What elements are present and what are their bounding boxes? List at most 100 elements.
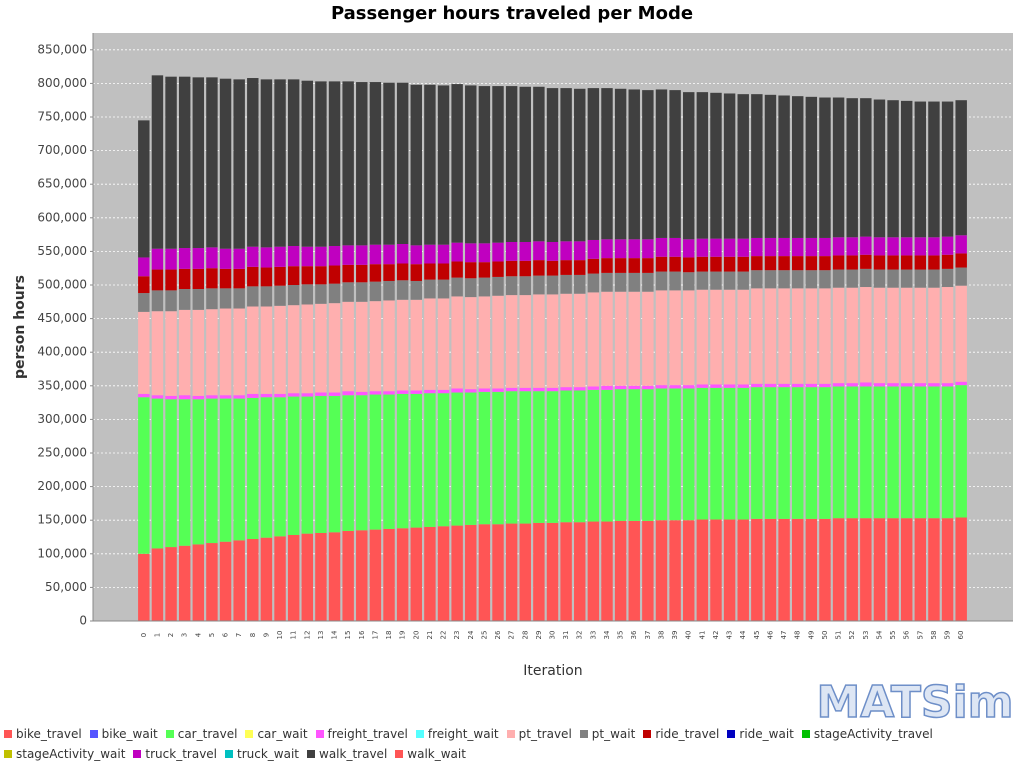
bar-segment: [178, 76, 191, 249]
bar-segment: [846, 269, 858, 288]
bar-segment: [655, 388, 668, 521]
bar-segment: [383, 82, 395, 245]
bar-segment: [492, 261, 504, 277]
bar-segment: [369, 281, 382, 302]
bar-segment: [860, 268, 872, 288]
bar-segment: [396, 390, 409, 394]
x-tick-label: 57: [916, 631, 924, 640]
bar-segment: [941, 236, 954, 255]
bar-segment: [655, 290, 668, 386]
bar-segment: [642, 258, 654, 273]
bar-segment: [451, 261, 463, 278]
legend-item: bike_wait: [89, 727, 158, 741]
x-tick-label: 19: [399, 631, 407, 640]
bar-segment: [560, 522, 572, 621]
bar-segment: [751, 237, 763, 257]
bar-segment: [396, 280, 409, 300]
x-tick-label: 43: [726, 631, 734, 640]
legend-swatch: [506, 730, 515, 738]
bar-segment: [356, 391, 368, 396]
legend-item: truck_wait: [225, 747, 299, 761]
legend-label: stageActivity_travel: [813, 727, 933, 741]
bar-segment: [410, 299, 422, 391]
bar-segment: [206, 288, 218, 310]
x-tick-label: 58: [930, 631, 938, 640]
bar-segment: [151, 548, 164, 621]
bar-segment: [737, 256, 749, 272]
bar-segment: [369, 391, 382, 395]
bar-segment: [805, 518, 818, 621]
bar-segment: [955, 381, 967, 386]
bar-segment: [860, 236, 872, 255]
bar-segment: [751, 270, 763, 289]
bar-segment: [914, 255, 927, 270]
bar-segment: [247, 539, 259, 621]
bar-segment: [138, 276, 150, 294]
bar-segment: [723, 384, 736, 388]
bar-segment: [247, 266, 259, 287]
bar-segment: [928, 101, 940, 238]
x-tick-label: 34: [603, 630, 611, 639]
legend-swatch: [133, 750, 142, 758]
bar-segment: [192, 544, 205, 621]
bar-segment: [614, 291, 627, 386]
x-tick-label: 29: [535, 631, 543, 640]
bar-segment: [546, 275, 559, 295]
y-tick-label: 350,000: [37, 378, 87, 392]
bar-segment: [601, 272, 613, 292]
bar-segment: [928, 287, 940, 384]
bar-segment: [247, 78, 259, 247]
bar-segment: [465, 278, 477, 298]
bar-segment: [914, 237, 927, 256]
bar-segment: [696, 238, 709, 257]
bar-segment: [873, 383, 886, 387]
y-tick-label: 650,000: [37, 177, 87, 191]
bar-segment: [315, 532, 327, 621]
legend-item: walk_travel: [307, 747, 387, 761]
x-tick-label: 56: [903, 630, 911, 639]
bar-segment: [683, 520, 695, 621]
bar-segment: [955, 285, 967, 382]
bar-segment: [846, 383, 858, 387]
x-tick-label: 54: [875, 630, 883, 639]
bar-segment: [383, 394, 395, 529]
bar-segment: [451, 392, 463, 526]
bar-segment: [424, 263, 436, 280]
bar-segment: [315, 392, 327, 396]
bar-segment: [560, 274, 572, 294]
bar-segment: [519, 391, 531, 524]
bar-segment: [410, 393, 422, 528]
bar-segment: [315, 81, 327, 247]
bar-segment: [533, 275, 545, 295]
bar-segment: [655, 237, 668, 257]
x-tick-label: 31: [562, 631, 570, 640]
bar-segment: [832, 97, 845, 238]
legend-swatch: [89, 730, 98, 738]
bar-segment: [287, 396, 300, 535]
bar-segment: [301, 393, 314, 397]
bar-segment: [914, 518, 927, 621]
bar-segment: [424, 84, 436, 245]
bar-segment: [723, 387, 736, 520]
x-tick-label: 23: [453, 631, 461, 640]
bar-segment: [492, 276, 504, 296]
bar-segment: [723, 238, 736, 257]
bar-segment: [887, 518, 899, 621]
bar-segment: [546, 387, 559, 392]
bar-segment: [492, 242, 504, 262]
bar-segment: [560, 260, 572, 275]
bar-segment: [669, 520, 681, 621]
bar-segment: [778, 288, 790, 384]
x-tick-label: 14: [331, 630, 339, 639]
bar-segment: [642, 272, 654, 292]
bar-segment: [614, 88, 627, 240]
bar-segment: [710, 92, 722, 239]
bar-segment: [383, 300, 395, 392]
legend-swatch: [4, 730, 12, 738]
bar-segment: [369, 301, 382, 392]
legend-swatch: [4, 750, 12, 758]
bar-segment: [356, 82, 368, 246]
legend-label: truck_wait: [237, 747, 300, 761]
bar-segment: [723, 256, 736, 272]
bar-segment: [478, 296, 491, 389]
